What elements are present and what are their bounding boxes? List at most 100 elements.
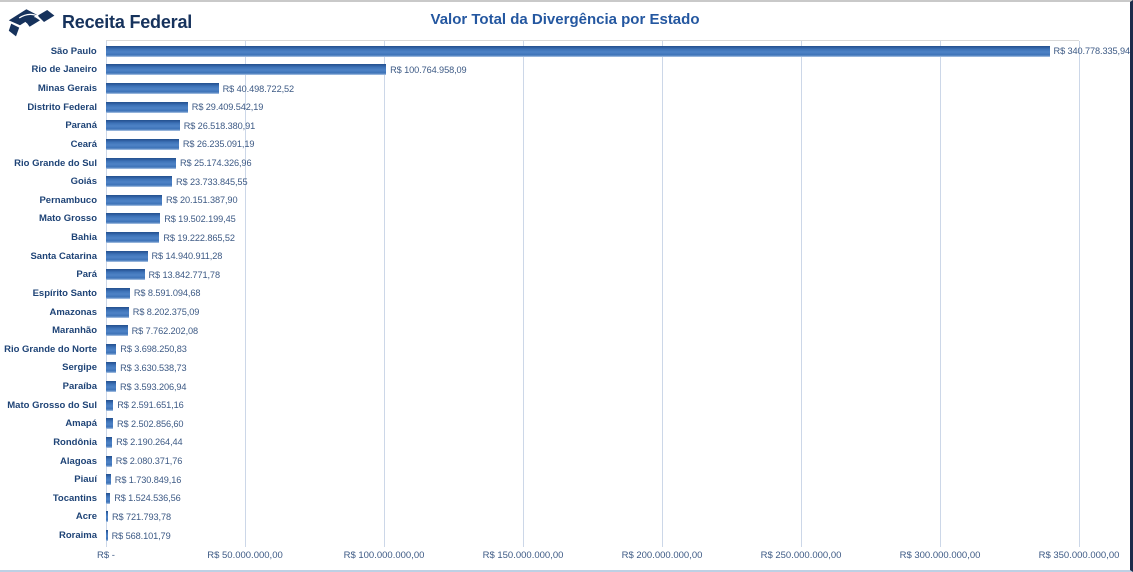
value-label: R$ 721.793,78	[112, 511, 171, 522]
value-label: R$ 568.101,79	[111, 530, 171, 541]
category-label: Mato Grosso	[38, 213, 97, 225]
bar	[106, 418, 113, 430]
report-header: Receita Federal Valor Total da Divergênc…	[0, 2, 1130, 42]
category-label: Distrito Federal	[27, 101, 97, 113]
bar-row: Sergipe R$ 3.630.538,73	[0, 359, 1130, 378]
bar	[106, 455, 112, 467]
category-label: Rondônia	[53, 436, 97, 448]
category-label: Pernambuco	[39, 194, 97, 206]
bar	[106, 64, 387, 76]
bar	[106, 343, 117, 355]
category-label: Alagoas	[60, 455, 97, 467]
gridline	[384, 41, 385, 547]
bar	[106, 325, 128, 337]
value-label: R$ 26.518.380,91	[183, 120, 256, 131]
bar	[106, 232, 160, 244]
bar	[106, 250, 148, 262]
category-label: Sergipe	[62, 362, 97, 374]
bar-row: Pará R$ 13.842.771,78	[0, 266, 1130, 285]
bar	[106, 101, 188, 113]
value-label: R$ 19.222.865,52	[163, 232, 235, 243]
value-label: R$ 26.235.091,19	[182, 139, 255, 150]
bar-row: Amazonas R$ 8.202.375,09	[0, 303, 1130, 322]
bar	[106, 157, 176, 169]
value-label: R$ 2.591.651,16	[117, 400, 184, 411]
value-label: R$ 2.080.371,76	[115, 456, 183, 467]
bar-row: Roraima R$ 568.101,79	[0, 526, 1130, 545]
category-label: Acre	[75, 511, 97, 523]
value-label: R$ 25.174.326,96	[180, 158, 252, 169]
category-label: Goiás	[70, 176, 97, 188]
gridline	[1079, 41, 1080, 547]
bar	[106, 194, 162, 206]
x-axis-tick-label: R$ -	[97, 550, 115, 561]
category-label: Espírito Santo	[32, 287, 97, 299]
bar-row: Goiás R$ 23.733.845,55	[0, 172, 1130, 191]
bar-row: Minas Gerais R$ 40.498.722,52	[0, 79, 1130, 98]
x-axis-tick-label: R$ 350.000.000,00	[1038, 550, 1120, 561]
bar	[106, 474, 111, 486]
bar-row: Alagoas R$ 2.080.371,76	[0, 452, 1130, 471]
bar	[106, 492, 111, 504]
bar-row: Piauí R$ 1.730.849,16	[0, 470, 1130, 489]
bar-row: Ceará R$ 26.235.091,19	[0, 135, 1130, 154]
bar-row: Paraíba R$ 3.593.206,94	[0, 377, 1130, 396]
bar-row: Maranhão R$ 7.762.202,08	[0, 321, 1130, 340]
x-axis-tick-label: R$ 200.000.000,00	[621, 550, 703, 561]
value-label: R$ 14.940.911,28	[151, 251, 223, 262]
bar	[106, 436, 113, 448]
value-label: R$ 1.730.849,16	[114, 474, 182, 485]
category-label: Paraná	[65, 120, 97, 132]
x-axis: R$ - R$ 50.000.000,00 R$ 100.000.000,00 R$ …	[97, 550, 1119, 563]
bar	[106, 530, 108, 542]
gridline	[801, 41, 802, 547]
bar-row: Paraná R$ 26.518.380,91	[0, 117, 1130, 136]
bar	[106, 138, 179, 150]
bar-row: Amapá R$ 2.502.856,60	[0, 415, 1130, 434]
value-label: R$ 340.778.335,94	[1053, 46, 1130, 57]
category-label: Mato Grosso do Sul	[7, 399, 97, 411]
category-label: Amazonas	[49, 306, 97, 318]
category-label: Minas Gerais	[37, 83, 97, 95]
category-label: Santa Catarina	[30, 250, 97, 262]
bar-row: Mato Grosso R$ 19.502.199,45	[0, 210, 1130, 229]
category-label: Rio Grande do Sul	[14, 157, 97, 169]
bar-row: Rio Grande do Sul R$ 25.174.326,96	[0, 154, 1130, 173]
bar	[106, 306, 129, 318]
value-label: R$ 40.498.722,52	[222, 83, 295, 94]
bar	[106, 399, 114, 411]
bar	[106, 176, 172, 188]
value-label: R$ 13.842.771,78	[148, 269, 221, 280]
value-label: R$ 1.524.536,56	[114, 493, 181, 504]
chart-title: Valor Total da Divergência por Estado	[430, 11, 700, 28]
bar-row: São Paulo R$ 340.778.335,94	[0, 42, 1130, 61]
value-label: R$ 23.733.845,55	[176, 176, 248, 187]
value-label: R$ 2.502.856,60	[117, 418, 184, 429]
bar-row: Tocantins R$ 1.524.536,56	[0, 489, 1130, 508]
category-label: Bahia	[71, 232, 97, 244]
bar	[106, 287, 130, 299]
value-label: R$ 3.593.206,94	[120, 381, 187, 392]
category-label: São Paulo	[50, 45, 97, 57]
category-label: Rio de Janeiro	[31, 64, 97, 76]
x-axis-tick-label: R$ 150.000.000,00	[482, 550, 564, 561]
bar	[105, 45, 1050, 57]
category-label: Paraíba	[62, 381, 97, 393]
bar-row: Pernambuco R$ 20.151.387,90	[0, 191, 1130, 210]
bar	[106, 269, 145, 281]
value-label: R$ 19.502.199,45	[164, 213, 236, 224]
bar-row: Rio de Janeiro R$ 100.764.958,09	[0, 61, 1130, 80]
value-label: R$ 100.764.958,09	[390, 64, 467, 75]
category-label: Roraima	[58, 530, 97, 542]
bar-row: Santa Catarina R$ 14.940.911,28	[0, 247, 1130, 266]
category-label: Amapá	[65, 418, 97, 430]
bar-row: Distrito Federal R$ 29.409.542,19	[0, 98, 1130, 117]
value-label: R$ 8.202.375,09	[132, 307, 200, 318]
category-label: Tocantins	[52, 492, 97, 504]
bar	[106, 511, 108, 523]
bar-row: Mato Grosso do Sul R$ 2.591.651,16	[0, 396, 1130, 415]
x-axis-tick-label: R$ 300.000.000,00	[899, 550, 981, 561]
bar-row: Acre R$ 721.793,78	[0, 508, 1130, 527]
gridline	[662, 41, 663, 547]
value-label: R$ 3.698.250,83	[120, 344, 187, 355]
